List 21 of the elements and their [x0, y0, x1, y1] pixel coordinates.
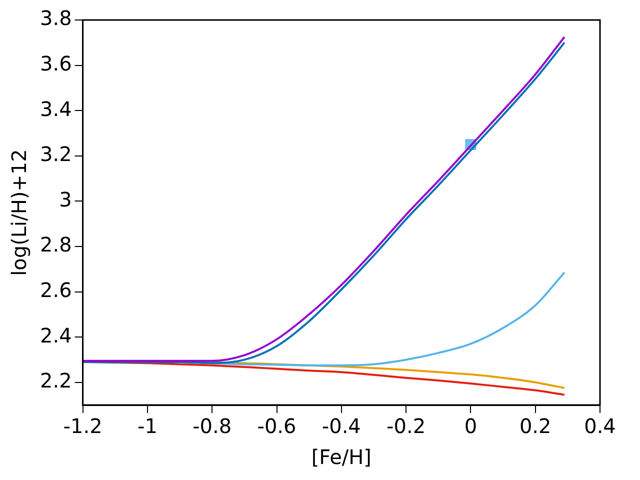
y-tick-label: 3.8	[40, 6, 72, 30]
y-tick-label: 2.4	[40, 323, 72, 348]
x-tick-label: 0	[464, 414, 478, 438]
y-tick-label: 2.8	[40, 232, 72, 257]
x-tick-label: -0.2	[386, 414, 426, 438]
x-tick-label: -0.6	[257, 414, 296, 438]
y-tick-label: 3.2	[40, 142, 72, 166]
y-tick-label: 2.6	[40, 278, 72, 302]
x-tick-label: -0.8	[192, 414, 232, 438]
x-tick-label: 0.2	[519, 414, 552, 438]
x-tick-label: -0.4	[322, 414, 361, 438]
y-tick-label: 3.6	[40, 51, 72, 76]
x-tick-label: -1.2	[63, 414, 102, 438]
x-tick-label: -1	[137, 414, 158, 438]
line-series	[211, 361, 566, 390]
x-axis-title: [Fe/H]	[311, 445, 372, 470]
y-axis-title: log(Li/H)+12	[7, 149, 32, 276]
y-tick-label: 3	[59, 187, 72, 212]
y-tick-label: 3.4	[40, 96, 72, 121]
y-tick-label: 2.2	[40, 368, 72, 393]
x-tick-label: 0.4	[584, 414, 616, 438]
